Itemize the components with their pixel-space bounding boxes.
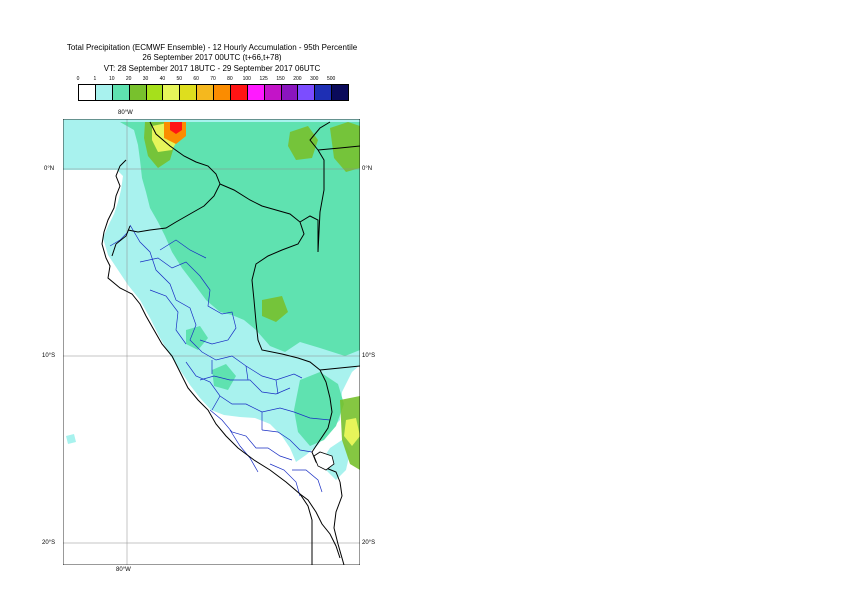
precip-area-red [170,122,182,134]
lat-label-right-0: 0°N [362,166,373,172]
legend-swatch [196,84,214,101]
legend-swatch [111,84,130,101]
precip-area-medium-4 [212,364,236,390]
precip-area-light-south [322,440,350,480]
lon-label-top: 80°W [118,110,133,116]
legend-label: 10 [108,76,115,82]
lat-label-left-20s: 20°S [42,540,56,546]
color-legend: 0 1 10 20 30 40 50 60 70 80 100 125 150 200 300 500 [76,76,349,104]
legend-swatch [263,84,282,101]
precip-area-yellow-2 [344,418,360,446]
legend-label: 150 [276,76,285,82]
legend-label: 70 [210,76,216,82]
legend-label: 300 [310,76,319,82]
legend-swatch [280,84,299,101]
base-time: 26 September 2017 00UTC (t+66,t+78) [142,53,282,62]
legend-swatch [229,84,248,101]
precip-area-green-2 [288,126,318,160]
precip-area-light-speck [66,434,76,444]
lat-label-left-0: 0°N [44,166,55,172]
legend-label: 60 [193,76,199,82]
legend-swatch [145,84,164,101]
precip-area-medium-3 [186,326,208,350]
legend-swatch [179,84,198,101]
legend-swatch [331,84,349,101]
legend-label: 0 [76,76,80,82]
legend-swatch [314,84,333,101]
legend-label: 200 [293,76,302,82]
precip-area-green-5 [262,296,288,322]
precip-area-medium [120,122,360,356]
legend-label: 50 [176,76,183,82]
legend-swatch [246,84,265,101]
legend-swatch [94,84,113,101]
legend-label: 40 [159,76,166,82]
map-title: Total Precipitation (ECMWF Ensemble) - 1… [66,43,358,52]
legend-label: 20 [125,76,132,82]
regional-borders [109,224,331,497]
lat-label-left-10s: 10°S [42,353,56,359]
precip-area-medium-2 [294,372,344,446]
precipitation-map [63,119,360,565]
legend-swatch [213,84,231,101]
legend-label: 100 [242,76,251,82]
legend-swatch [128,84,147,101]
legend-label: 125 [259,76,268,82]
lon-label-bottom: 80°W [116,567,131,573]
legend-label: 80 [227,76,233,82]
country-borders [101,121,360,565]
legend-swatch [78,84,96,101]
lat-label-right-20s: 20°S [362,540,376,546]
valid-time: VT: 28 September 2017 18UTC - 29 Septemb… [103,64,321,73]
legend-label: 1 [93,76,97,82]
legend-swatch [297,84,316,101]
legend-label: 30 [142,76,149,82]
lat-label-right-10s: 10°S [362,353,376,359]
legend-label: 500 [326,76,336,82]
legend-swatch [162,84,181,101]
